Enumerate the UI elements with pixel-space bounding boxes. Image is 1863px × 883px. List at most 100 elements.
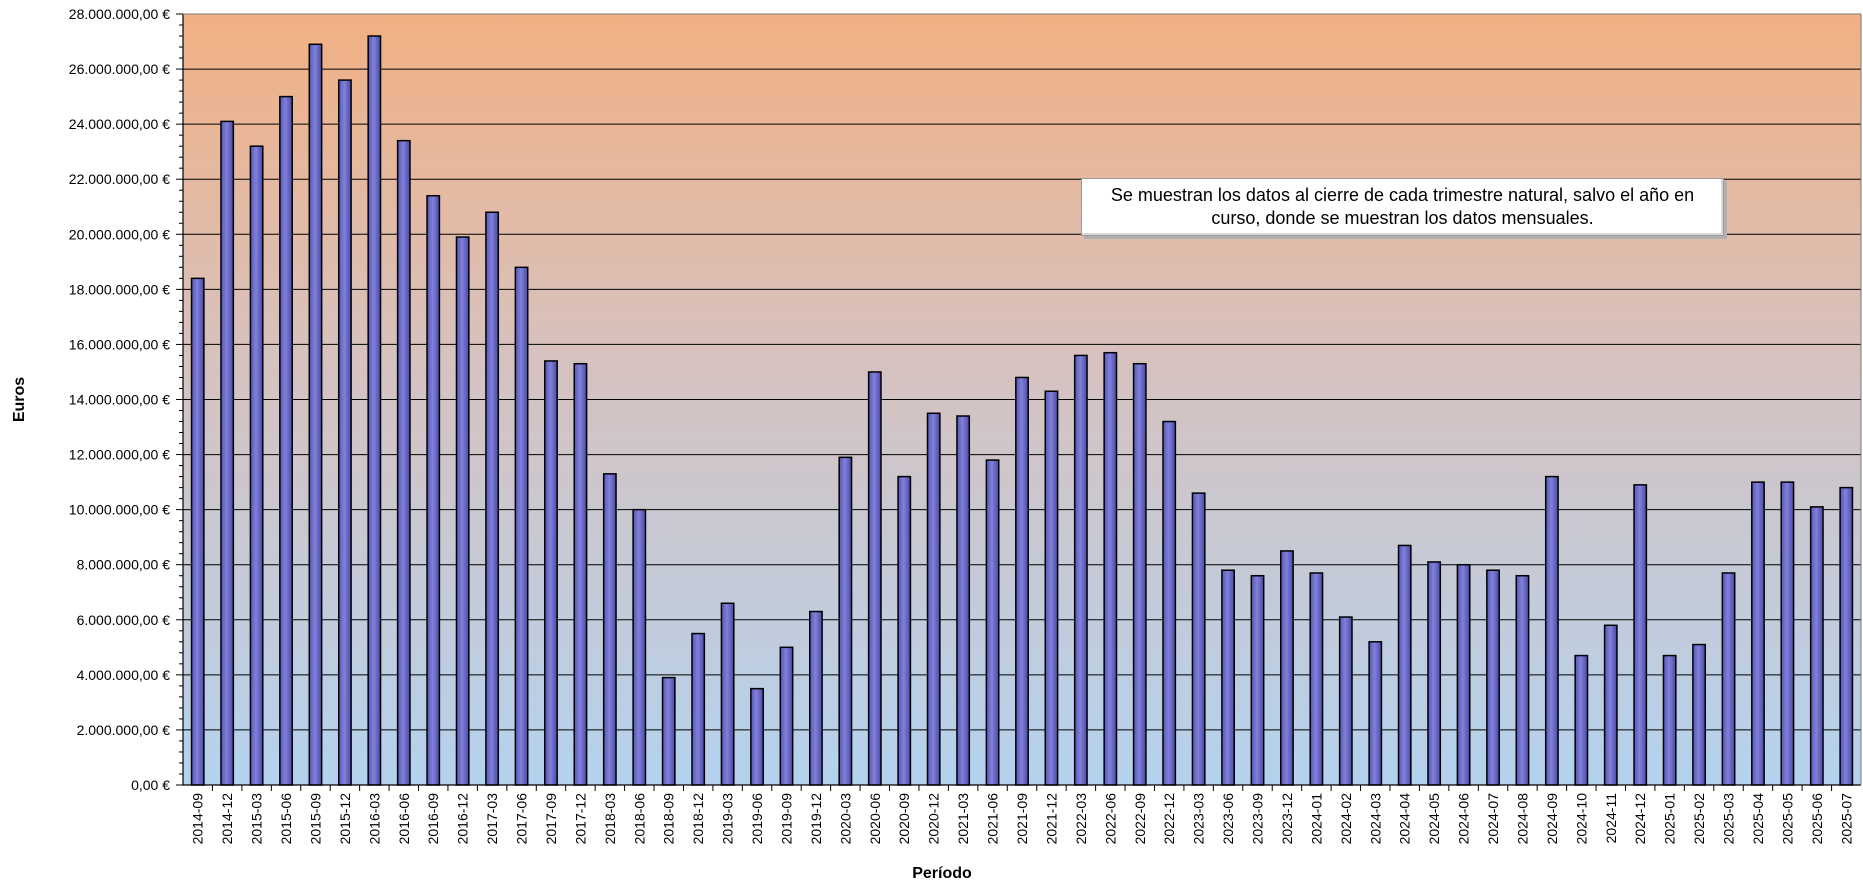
y-tick-labels: 0,00 € 2.000.000,00 € 4.000.000,00 € 6.000.… <box>69 6 170 793</box>
x-tick-label: 2016-03 <box>366 793 382 845</box>
y-tick-label: 6.000.000,00 € <box>77 612 171 628</box>
bar <box>190 277 205 786</box>
x-tick-label: 2015-12 <box>337 793 353 845</box>
x-tick-label: 2024-04 <box>1397 793 1413 845</box>
x-axis-title: Período <box>912 865 972 882</box>
x-tick-label: 2020-12 <box>926 793 942 845</box>
x-tick-label: 2016-09 <box>425 793 441 845</box>
x-tick-label: 2024-03 <box>1367 793 1383 845</box>
x-tick-label: 2024-06 <box>1456 793 1472 845</box>
x-tick-label: 2025-02 <box>1691 793 1707 845</box>
x-tick-label: 2022-09 <box>1132 793 1148 845</box>
bar <box>1662 654 1677 786</box>
bar <box>1780 481 1795 786</box>
x-tick-label: 2025-01 <box>1662 793 1678 845</box>
x-tick-label: 2023-03 <box>1191 793 1207 845</box>
y-tick-label: 18.000.000,00 € <box>69 281 170 297</box>
y-tick-label: 14.000.000,00 € <box>69 392 170 408</box>
bar <box>220 120 235 786</box>
bar <box>249 145 264 786</box>
x-tick-label: 2023-06 <box>1220 793 1236 845</box>
y-tick-label: 22.000.000,00 € <box>69 171 170 187</box>
bar <box>808 610 823 786</box>
y-tick-label: 4.000.000,00 € <box>77 667 171 683</box>
bar <box>1309 572 1324 786</box>
bar <box>867 371 882 786</box>
x-tick-label: 2025-07 <box>1838 793 1854 845</box>
x-tick-label: 2014-09 <box>190 793 206 845</box>
x-tick-label: 2016-12 <box>455 793 471 845</box>
bar <box>897 475 912 786</box>
bar <box>1633 484 1648 786</box>
bar <box>1397 544 1412 786</box>
y-tick-label: 28.000.000,00 € <box>69 6 170 22</box>
y-tick-label: 8.000.000,00 € <box>77 557 171 573</box>
x-tick-label: 2025-05 <box>1779 793 1795 845</box>
bar <box>750 687 764 786</box>
bar <box>1427 561 1442 786</box>
bar <box>1544 475 1559 786</box>
x-tick-label: 2020-03 <box>837 793 853 845</box>
x-tick-label: 2024-08 <box>1514 793 1530 845</box>
x-tick-label: 2017-09 <box>543 793 559 845</box>
x-tick-label: 2021-12 <box>1043 793 1059 845</box>
y-tick-label: 26.000.000,00 € <box>69 61 170 77</box>
bar <box>1250 574 1265 786</box>
x-tick-label: 2024-10 <box>1573 793 1589 845</box>
x-tick-label: 2018-06 <box>631 793 647 845</box>
bar <box>455 236 470 786</box>
bar <box>1162 420 1177 786</box>
x-tick-label: 2017-03 <box>484 793 500 845</box>
x-tick-label: 2025-06 <box>1809 793 1825 845</box>
x-tick-label: 2019-09 <box>778 793 794 845</box>
y-tick-label: 2.000.000,00 € <box>77 722 171 738</box>
x-tick-label: 2024-01 <box>1308 793 1324 845</box>
y-tick-label: 16.000.000,00 € <box>69 336 170 352</box>
bar <box>1721 572 1736 786</box>
x-tick-label: 2025-04 <box>1750 793 1766 845</box>
axes <box>176 13 1862 791</box>
x-tick-label: 2015-06 <box>278 793 294 845</box>
x-tick-label: 2021-09 <box>1014 793 1030 845</box>
x-tick-label: 2016-06 <box>396 793 412 845</box>
x-tick-label: 2017-12 <box>572 793 588 845</box>
y-tick-label: 12.000.000,00 € <box>69 447 170 463</box>
bar <box>1044 390 1059 786</box>
x-tick-label: 2019-12 <box>808 793 824 845</box>
x-tick-label: 2017-06 <box>514 793 530 845</box>
x-tick-label: 2018-03 <box>602 793 618 845</box>
x-tick-label: 2023-09 <box>1250 793 1266 845</box>
x-tick-label: 2022-06 <box>1102 793 1118 845</box>
bar <box>720 602 735 786</box>
bar <box>544 360 558 786</box>
bar <box>1486 569 1500 786</box>
x-tick-label: 2023-12 <box>1279 793 1295 845</box>
x-tick-label: 2024-07 <box>1485 793 1501 845</box>
bar <box>956 415 971 786</box>
bar <box>1280 550 1294 786</box>
y-tick-label: 24.000.000,00 € <box>69 116 170 132</box>
bar <box>779 646 794 786</box>
x-tick-label: 2019-06 <box>749 793 765 845</box>
x-tick-labels: 2014-09 2014-12 2015-03 2015-06 2015-09 2015-… <box>190 793 1855 845</box>
bar <box>1809 506 1824 786</box>
x-tick-label: 2022-12 <box>1161 793 1177 845</box>
bar <box>1574 654 1589 786</box>
chart-annotation: Se muestran los datos al cierre de cada … <box>1081 178 1724 236</box>
bar <box>1015 376 1029 786</box>
bar <box>514 266 529 786</box>
bar <box>1103 351 1118 786</box>
bar <box>985 459 1000 786</box>
x-tick-label: 2021-06 <box>985 793 1001 845</box>
x-tick-label: 2018-09 <box>661 793 677 845</box>
x-tick-label: 2015-09 <box>307 793 323 845</box>
bar <box>279 95 293 786</box>
x-tick-label: 2020-09 <box>896 793 912 845</box>
bar <box>426 194 441 786</box>
y-tick-label: 10.000.000,00 € <box>69 502 170 518</box>
bar <box>838 456 853 786</box>
bar <box>632 508 647 786</box>
bar <box>485 211 500 786</box>
bar <box>1338 616 1353 786</box>
